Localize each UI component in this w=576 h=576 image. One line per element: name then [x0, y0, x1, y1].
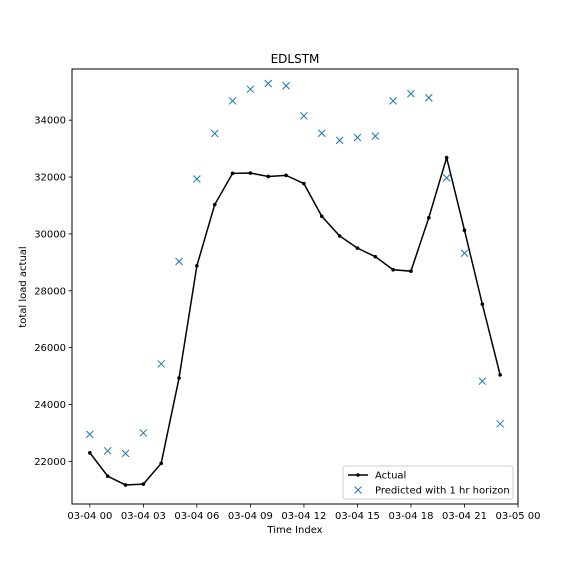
y-tick-label-2: 26000	[34, 343, 66, 354]
y-tick-label-6: 34000	[34, 116, 66, 127]
actual-point-7	[213, 203, 217, 207]
y-tick-label-1: 24000	[34, 400, 66, 411]
y-tick-label-5: 32000	[34, 173, 66, 184]
actual-point-10	[266, 175, 270, 179]
y-tick-label-3: 28000	[34, 286, 66, 297]
y-axis-label: total load actual	[18, 246, 29, 327]
legend-actual-marker	[356, 473, 360, 477]
actual-point-23	[498, 373, 502, 377]
actual-point-2	[124, 483, 128, 487]
actual-point-16	[373, 255, 377, 259]
legend: Actual Predicted with 1 hr horizon	[343, 466, 513, 499]
x-tick-label-0: 03-04 00	[67, 511, 112, 522]
actual-point-12	[302, 182, 306, 186]
actual-point-14	[338, 234, 342, 238]
actual-point-6	[195, 264, 199, 268]
y-tick-label-0: 22000	[34, 457, 66, 468]
legend-predicted-label: Predicted with 1 hr horizon	[375, 486, 510, 497]
actual-point-17	[391, 268, 395, 272]
actual-point-22	[481, 302, 485, 306]
actual-point-3	[142, 482, 146, 486]
x-tick-label-4: 03-04 12	[281, 511, 326, 522]
x-axis-label: Time Index	[266, 525, 322, 536]
actual-point-20	[445, 156, 449, 160]
actual-point-11	[284, 174, 288, 178]
x-tick-label-2: 03-04 06	[174, 511, 219, 522]
x-tick-label-3: 03-04 09	[228, 511, 273, 522]
x-tick-label-6: 03-04 18	[388, 511, 433, 522]
actual-point-1	[106, 474, 110, 478]
chart-title: EDLSTM	[271, 52, 320, 66]
actual-point-19	[427, 216, 431, 220]
x-tick-label-5: 03-04 15	[335, 511, 380, 522]
actual-point-13	[320, 214, 324, 218]
actual-point-0	[88, 451, 92, 455]
actual-point-5	[177, 376, 181, 380]
x-tick-label-7: 03-04 21	[442, 511, 487, 522]
actual-point-18	[409, 269, 413, 273]
actual-point-15	[356, 246, 360, 250]
actual-point-4	[159, 462, 163, 466]
x-tick-label-1: 03-04 03	[121, 511, 166, 522]
actual-point-8	[231, 172, 235, 176]
x-tick-label-8: 03-05 00	[496, 511, 541, 522]
legend-actual-label: Actual	[375, 471, 406, 482]
actual-point-21	[463, 228, 467, 232]
actual-point-9	[249, 171, 253, 175]
y-tick-label-4: 30000	[34, 229, 66, 240]
